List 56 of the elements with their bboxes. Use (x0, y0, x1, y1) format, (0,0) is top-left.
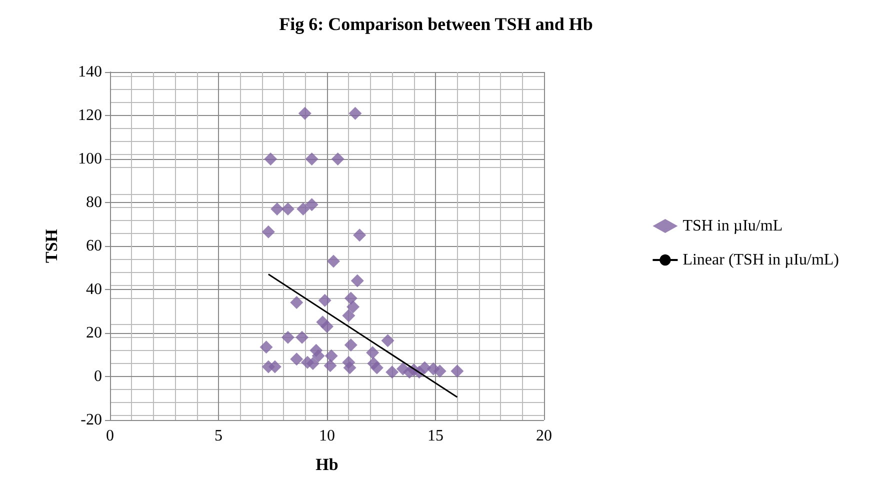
y-tick-label: 60 (86, 238, 102, 254)
point (305, 152, 318, 166)
legend-label: TSH in µIu/mL (682, 218, 783, 234)
point (320, 320, 334, 333)
point (450, 364, 464, 378)
y-tick-label: 140 (78, 64, 102, 80)
point (296, 202, 310, 216)
point (418, 361, 432, 374)
point (262, 225, 275, 238)
point (327, 254, 340, 268)
y-tick-label: -20 (80, 412, 102, 428)
point (433, 364, 446, 378)
point (386, 366, 399, 379)
point (344, 338, 358, 352)
point (324, 349, 338, 362)
y-tick-label: 100 (78, 150, 102, 168)
point (268, 360, 282, 374)
x-tick-label: 0 (106, 428, 114, 444)
y-tick-label: 80 (86, 194, 102, 211)
point (350, 274, 364, 288)
point (290, 296, 304, 310)
point (312, 349, 325, 362)
x-tick-label: 10 (319, 428, 335, 444)
point (348, 106, 362, 120)
point (305, 198, 318, 212)
point (270, 202, 284, 216)
point (353, 228, 366, 242)
point (381, 334, 394, 348)
x-tick-label: 15 (428, 428, 444, 444)
legend-label: Linear (TSH in µIu/mL) (682, 252, 840, 268)
point (264, 152, 278, 166)
point (370, 361, 384, 374)
point (331, 152, 344, 166)
point (342, 309, 356, 322)
y-tick-label: 0 (94, 368, 102, 385)
x-tick-label: 5 (214, 428, 222, 444)
y-tick-label: 120 (78, 107, 102, 124)
point (281, 202, 294, 216)
x-axis-title: Hb (316, 455, 338, 474)
y-tick-label: 20 (86, 324, 102, 342)
point (344, 292, 358, 305)
point (281, 330, 294, 344)
point (306, 356, 320, 370)
point (290, 352, 304, 366)
chart-title: Fig 6: Comparison between TSH and Hb (279, 14, 593, 34)
y-tick-label: 40 (86, 281, 102, 298)
x-tick-label: 20 (536, 428, 552, 444)
point (366, 346, 380, 360)
point (346, 300, 360, 314)
y-axis-title: TSH (42, 228, 61, 264)
point (298, 106, 312, 120)
point (296, 330, 309, 344)
point (324, 359, 337, 372)
point (260, 340, 273, 354)
point (343, 361, 356, 374)
point (318, 294, 332, 307)
